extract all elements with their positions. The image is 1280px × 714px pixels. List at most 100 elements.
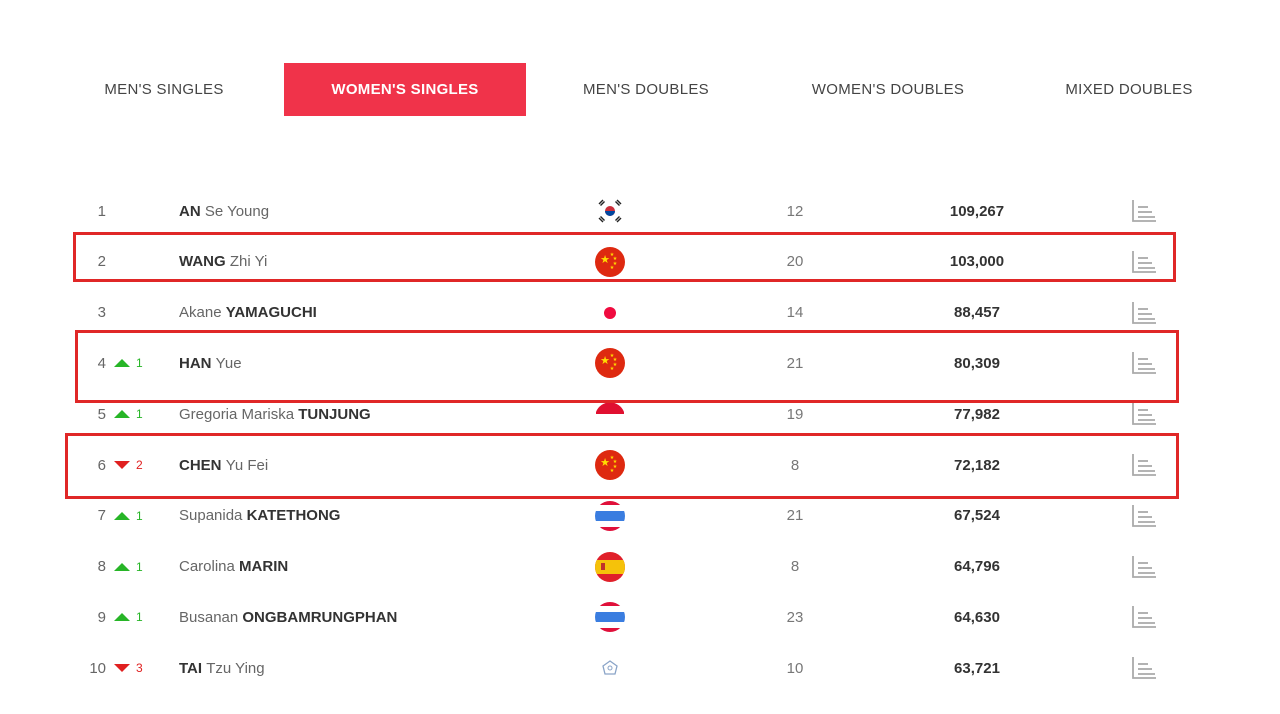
rank-number: 2 bbox=[97, 253, 106, 271]
arrow-up-icon bbox=[114, 613, 130, 622]
indonesia-flag-icon bbox=[594, 389, 626, 439]
chart-icon[interactable] bbox=[1128, 440, 1160, 490]
rank-change-value: 1 bbox=[136, 610, 143, 625]
table-row[interactable]: 7 1 Supanida KATETHONG 21 67,524 bbox=[0, 491, 1280, 541]
chart-icon[interactable] bbox=[1128, 338, 1160, 388]
tournaments-count: 8 bbox=[790, 456, 800, 474]
tournaments-count: 8 bbox=[790, 558, 800, 576]
arrow-up-icon bbox=[114, 359, 130, 368]
rank-change: 2 bbox=[114, 440, 154, 490]
svg-text:★: ★ bbox=[610, 353, 615, 359]
arrow-down-icon bbox=[114, 664, 130, 673]
rank-change-value: 1 bbox=[136, 508, 143, 523]
player-family-name: CHEN bbox=[179, 456, 222, 474]
thailand-flag-icon bbox=[594, 491, 626, 541]
chart-icon[interactable] bbox=[1128, 542, 1160, 592]
arrow-up-icon bbox=[114, 562, 130, 571]
tab-mixed-doubles[interactable]: MIXED DOUBLES bbox=[1065, 81, 1193, 98]
chart-icon[interactable] bbox=[1128, 592, 1160, 642]
chart-icon[interactable] bbox=[1128, 186, 1160, 236]
rank-change: 1 bbox=[114, 338, 154, 388]
player-name[interactable]: CHEN Yu Fei bbox=[179, 440, 559, 490]
points-value: 72,182 bbox=[954, 456, 1000, 474]
player-name[interactable]: Akane YAMAGUCHI bbox=[179, 288, 559, 338]
table-row[interactable]: 8 1 Carolina MARIN 8 64,796 bbox=[0, 542, 1280, 592]
rank-change: 1 bbox=[114, 491, 154, 541]
rank-number: 3 bbox=[97, 304, 106, 322]
chart-icon[interactable] bbox=[1128, 237, 1160, 287]
tab-womens-singles[interactable]: WOMEN'S SINGLES bbox=[284, 63, 526, 116]
player-given-name: Carolina bbox=[179, 558, 235, 576]
highlight-box bbox=[65, 433, 1179, 499]
rank-number: 8 bbox=[97, 558, 106, 576]
rank-change-value: 2 bbox=[136, 458, 143, 472]
tournaments-count: 19 bbox=[786, 405, 804, 423]
rank-number: 7 bbox=[97, 507, 106, 525]
player-name[interactable]: AN Se Young bbox=[179, 186, 559, 236]
rank-number: 10 bbox=[89, 659, 106, 677]
rank-number: 1 bbox=[97, 202, 106, 220]
svg-text:★: ★ bbox=[610, 468, 615, 474]
table-row[interactable]: 4 1 HAN Yue ★ ★ ★ ★ ★ 21 80,309 bbox=[0, 338, 1280, 388]
svg-text:★: ★ bbox=[613, 256, 618, 262]
arrow-up-icon bbox=[114, 410, 130, 419]
player-given-name: Gregoria Mariska bbox=[179, 405, 295, 423]
category-tabs: MEN'S SINGLES WOMEN'S SINGLES MEN'S DOUB… bbox=[43, 63, 1253, 116]
tab-mens-doubles[interactable]: MEN'S DOUBLES bbox=[583, 81, 709, 98]
tournaments-count: 23 bbox=[786, 608, 804, 626]
chart-icon[interactable] bbox=[1128, 389, 1160, 439]
tournaments-count: 21 bbox=[786, 507, 804, 525]
player-name[interactable]: TAI Tzu Ying bbox=[179, 643, 559, 693]
player-given-name: Se Young bbox=[204, 202, 270, 220]
points-value: 77,982 bbox=[954, 405, 1000, 423]
table-row[interactable]: 9 1 Busanan ONGBAMRUNGPHAN 23 64,630 bbox=[0, 592, 1280, 642]
player-name[interactable]: WANG Zhi Yi bbox=[179, 237, 559, 287]
player-family-name: TUNJUNG bbox=[298, 405, 371, 423]
svg-text:★: ★ bbox=[600, 354, 610, 367]
player-family-name: TAI bbox=[179, 659, 203, 677]
points-value: 109,267 bbox=[949, 202, 1005, 220]
player-family-name: AN bbox=[179, 202, 201, 220]
chart-icon[interactable] bbox=[1128, 288, 1160, 338]
svg-text:★: ★ bbox=[610, 455, 615, 461]
player-name[interactable]: Carolina MARIN bbox=[179, 542, 559, 592]
player-given-name: Yue bbox=[215, 354, 242, 372]
svg-text:★: ★ bbox=[610, 265, 615, 271]
table-row[interactable]: 1 AN Se Young 12 109,267 bbox=[0, 186, 1280, 236]
table-row[interactable]: 2 WANG Zhi Yi ★ ★ ★ ★ ★ 20 103,000 bbox=[0, 237, 1280, 287]
rank-change-value: 1 bbox=[136, 559, 143, 574]
points-value: 67,524 bbox=[954, 507, 1000, 525]
player-name[interactable]: Supanida KATETHONG bbox=[179, 491, 559, 541]
highlight-box bbox=[73, 232, 1176, 282]
player-name[interactable]: Gregoria Mariska TUNJUNG bbox=[179, 389, 559, 439]
tournaments-count: 14 bbox=[786, 304, 804, 322]
player-name[interactable]: Busanan ONGBAMRUNGPHAN bbox=[179, 592, 559, 642]
tab-womens-doubles[interactable]: WOMEN'S DOUBLES bbox=[811, 81, 965, 98]
svg-text:★: ★ bbox=[613, 362, 618, 368]
chart-icon[interactable] bbox=[1128, 643, 1160, 693]
rank-change: 1 bbox=[114, 592, 154, 642]
rank-number: 6 bbox=[97, 456, 106, 474]
player-name[interactable]: HAN Yue bbox=[179, 338, 559, 388]
rank-change: 3 bbox=[114, 643, 154, 693]
player-given-name: Zhi Yi bbox=[229, 253, 268, 271]
rank-change-value: 3 bbox=[136, 661, 143, 676]
points-value: 64,796 bbox=[954, 558, 1000, 576]
svg-text:★: ★ bbox=[610, 252, 615, 258]
rank-change: 1 bbox=[114, 389, 154, 439]
player-given-name: Busanan bbox=[179, 608, 239, 626]
player-family-name: KATETHONG bbox=[246, 507, 341, 525]
table-row[interactable]: 5 1 Gregoria Mariska TUNJUNG 19 77,982 bbox=[0, 389, 1280, 439]
china-flag-icon: ★ ★ ★ ★ ★ bbox=[594, 440, 626, 490]
chart-icon[interactable] bbox=[1128, 491, 1160, 541]
arrow-up-icon bbox=[114, 511, 130, 520]
chinese-taipei-flag-icon bbox=[594, 643, 626, 693]
svg-text:★: ★ bbox=[613, 357, 618, 363]
table-row[interactable]: 10 3 TAI Tzu Ying 10 63,721 bbox=[0, 643, 1280, 693]
player-family-name: WANG bbox=[179, 253, 226, 271]
japan-flag-icon bbox=[594, 288, 626, 338]
table-row[interactable]: 6 2 CHEN Yu Fei ★ ★ ★ ★ ★ 8 72,182 bbox=[0, 440, 1280, 490]
tab-mens-singles[interactable]: MEN'S SINGLES bbox=[104, 81, 224, 98]
table-row[interactable]: 3 Akane YAMAGUCHI 14 88,457 bbox=[0, 288, 1280, 338]
player-family-name: YAMAGUCHI bbox=[225, 304, 317, 322]
